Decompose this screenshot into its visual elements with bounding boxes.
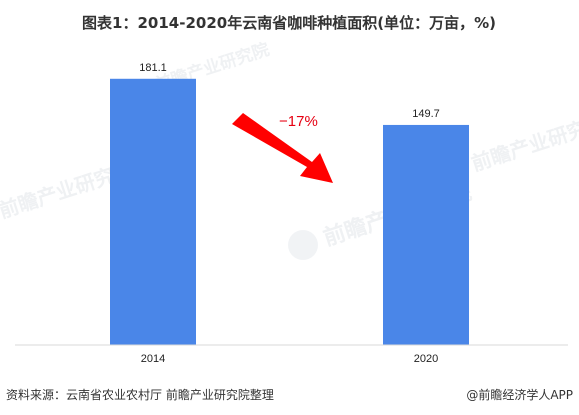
data-label-2014: 181.1 — [139, 62, 167, 74]
bar-2020 — [383, 124, 469, 345]
x-tick-2014: 2014 — [141, 353, 165, 365]
decline-percent-label: −17% — [279, 113, 318, 130]
credit-note: @前瞻经济学人APP — [466, 387, 573, 402]
bars-group: 181.1 149.7 — [110, 62, 469, 346]
decline-arrow-icon — [232, 113, 333, 183]
watermark-logo-icon — [288, 230, 318, 260]
decline-annotation: −17% — [232, 113, 333, 183]
source-note: 资料来源：云南省农业农村厅 前瞻产业研究院整理 — [6, 387, 274, 402]
x-tick-2020: 2020 — [414, 353, 438, 365]
chart-title: 图表1：2014-2020年云南省咖啡种植面积(单位：万亩，%) — [82, 14, 496, 32]
watermark-text-2: 前瞻产业研究院 — [468, 110, 579, 176]
data-label-2020: 149.7 — [412, 108, 440, 120]
x-ticks-group: 2014 2020 — [141, 353, 438, 365]
bar-2014 — [110, 78, 196, 346]
